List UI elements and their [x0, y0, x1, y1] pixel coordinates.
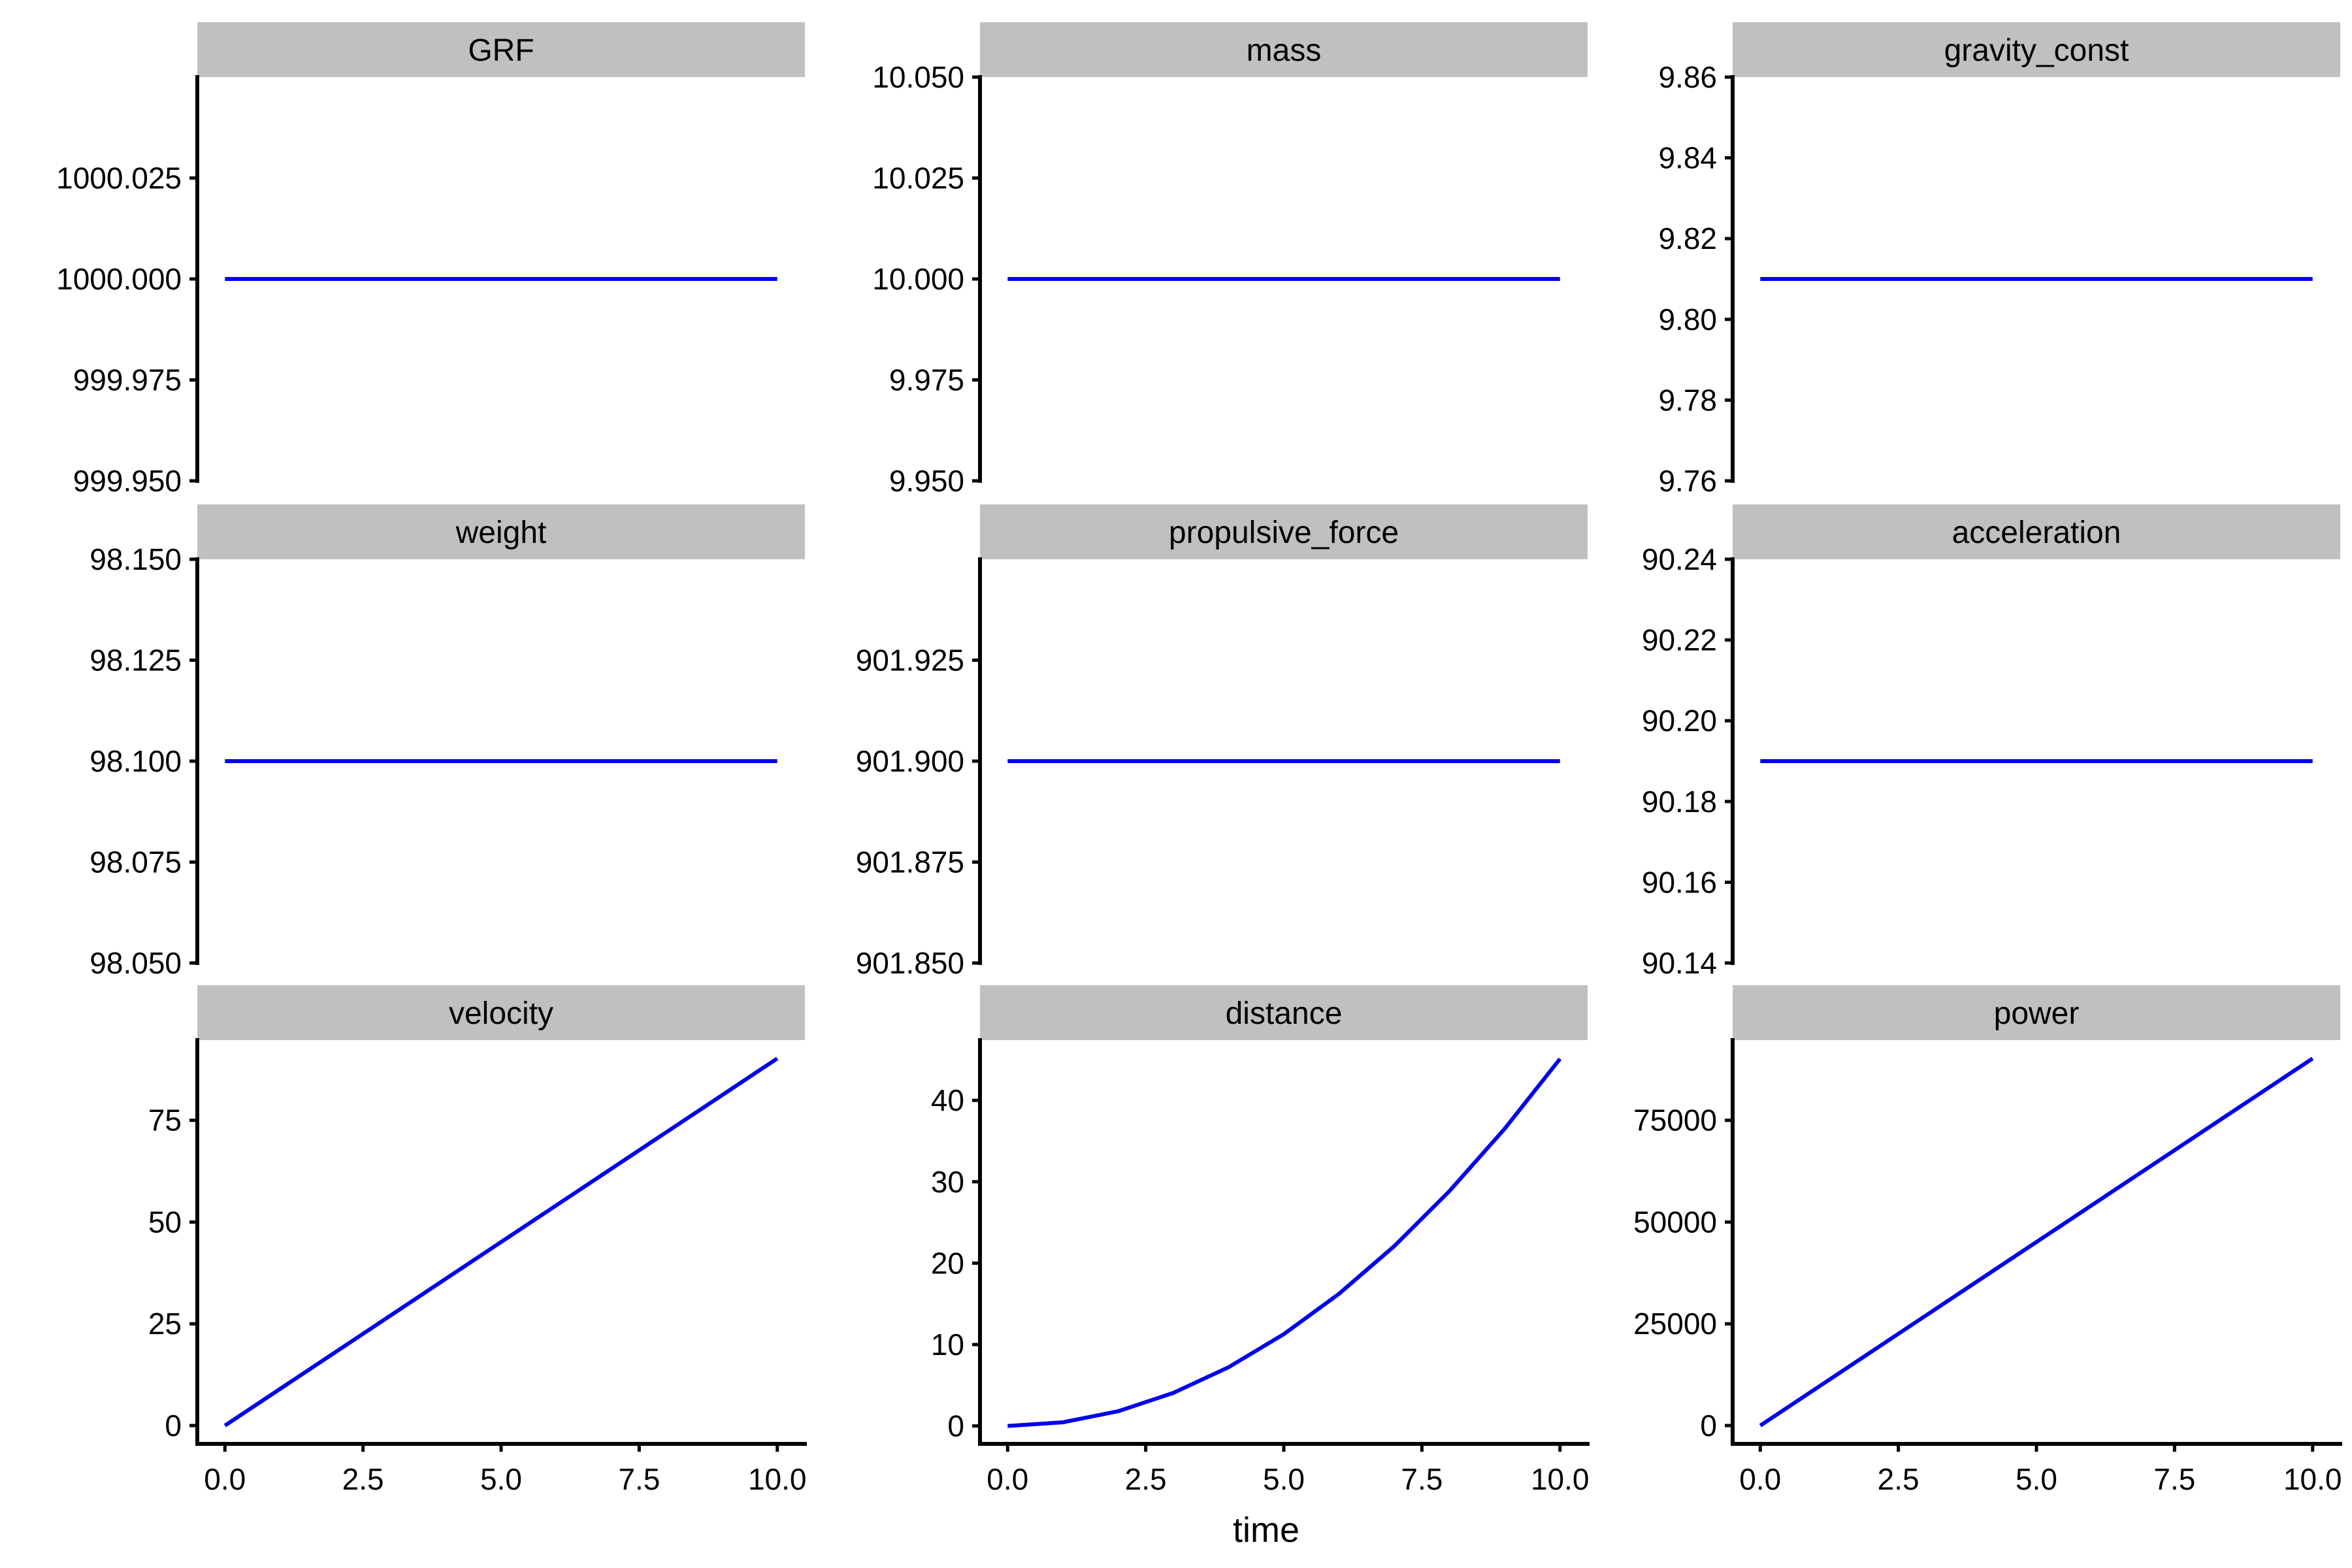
- y-tick-label: 0: [165, 1409, 182, 1443]
- y-tick-label: 20: [931, 1246, 964, 1280]
- panel-velocity: velocity 0 25 50 75 0.0 2.5 5.0 7.5 10.0: [148, 985, 807, 1496]
- y-tick-label: 50: [148, 1205, 182, 1239]
- panel-weight: weight 98.050 98.075 98.100 98.125 98.150: [90, 504, 805, 980]
- y-tick-label: 98.150: [90, 542, 182, 576]
- panel-gravity-const: gravity_const 9.76 9.78 9.80 9.82 9.84 9.86: [1658, 22, 2340, 498]
- x-tick-label: 2.5: [1125, 1462, 1167, 1496]
- y-tick-label: 10.050: [872, 60, 964, 94]
- y-tick-label: 90.14: [1642, 946, 1717, 980]
- strip-weight: [197, 504, 805, 559]
- y-tick-label: 0: [1700, 1409, 1717, 1443]
- x-tick-label: 7.5: [1401, 1462, 1443, 1496]
- x-tick-label: 0.0: [987, 1462, 1028, 1496]
- y-tick-label: 50000: [1633, 1205, 1717, 1239]
- y-tick-label: 901.900: [856, 744, 964, 778]
- y-tick-label: 9.82: [1658, 221, 1717, 255]
- y-tick-label: 10.025: [872, 161, 964, 195]
- strip-velocity: [197, 985, 805, 1040]
- x-tick-label: 7.5: [2153, 1462, 2195, 1496]
- strip-label-gravity-const: gravity_const: [1944, 33, 2129, 68]
- y-tick-label: 901.850: [856, 946, 964, 980]
- x-tick-label: 0.0: [1739, 1462, 1781, 1496]
- y-tick-label: 90.24: [1642, 542, 1717, 576]
- x-tick-label: 10.0: [2283, 1462, 2342, 1496]
- x-tick-label: 5.0: [2016, 1462, 2057, 1496]
- x-tick-label: 5.0: [1263, 1462, 1305, 1496]
- panel-grf: GRF 999.950 999.975 1000.000 1000.025: [56, 22, 805, 498]
- y-tick-label: 9.76: [1658, 464, 1717, 498]
- strip-label-power: power: [1994, 996, 2080, 1031]
- y-tick-label: 90.18: [1642, 785, 1717, 819]
- strip-grf: [197, 22, 805, 77]
- y-tick-label: 75: [148, 1103, 182, 1137]
- y-tick-label: 0: [947, 1409, 964, 1443]
- x-tick-label: 7.5: [618, 1462, 660, 1496]
- y-tick-label: 75000: [1633, 1103, 1717, 1137]
- y-tick-label: 98.100: [90, 744, 182, 778]
- strip-label-weight: weight: [455, 515, 547, 550]
- strip-label-grf: GRF: [468, 33, 534, 68]
- series-line-distance: [1007, 1057, 1562, 1428]
- strip-label-acceleration: acceleration: [1952, 515, 2121, 550]
- facet-panels: GRF999.950999.9751000.0001000.025mass9.9…: [56, 22, 2342, 1496]
- strip-label-velocity: velocity: [449, 996, 553, 1031]
- y-tick-label: 9.84: [1658, 141, 1717, 175]
- y-tick-label: 90.20: [1642, 704, 1717, 738]
- x-tick-label: 10.0: [748, 1462, 807, 1496]
- x-tick-label: 2.5: [342, 1462, 384, 1496]
- x-tick-label: 2.5: [1878, 1462, 1919, 1496]
- y-tick-label: 98.075: [90, 845, 182, 879]
- x-tick-label: 10.0: [1531, 1462, 1590, 1496]
- strip-distance: [980, 985, 1588, 1040]
- y-tick-label: 999.950: [73, 464, 182, 498]
- y-tick-label: 30: [931, 1165, 964, 1199]
- panel-mass: mass 9.950 9.975 10.000 10.025 10.050: [872, 22, 1588, 498]
- y-tick-label: 10.000: [872, 262, 964, 296]
- strip-mass: [980, 22, 1588, 77]
- y-tick-label: 25000: [1633, 1307, 1717, 1341]
- x-axis-title: time: [1233, 1511, 1299, 1550]
- y-tick-label: 90.16: [1642, 865, 1717, 899]
- y-tick-label: 25: [148, 1307, 182, 1341]
- strip-propulsive-force: [980, 504, 1588, 559]
- strip-gravity-const: [1733, 22, 2340, 77]
- x-tick-label: 5.0: [480, 1462, 522, 1496]
- strip-acceleration: [1733, 504, 2340, 559]
- y-tick-label: 98.050: [90, 946, 182, 980]
- y-tick-label: 98.125: [90, 644, 182, 678]
- strip-power: [1733, 985, 2340, 1040]
- panel-power: power 0 25000 50000 75000 0.0 2.5 5.0 7.5 10.0: [1633, 985, 2342, 1496]
- panel-propulsive-force: propulsive_force 901.850 901.875 901.900 901…: [856, 504, 1588, 980]
- y-tick-label: 1000.000: [56, 262, 182, 296]
- panel-acceleration: acceleration 90.14 90.16 90.18 90.20 90.22 90.…: [1642, 504, 2340, 980]
- y-tick-label: 901.925: [856, 644, 964, 678]
- y-tick-label: 9.78: [1658, 383, 1717, 417]
- y-tick-label: 999.975: [73, 363, 182, 397]
- y-tick-label: 9.950: [889, 464, 964, 498]
- x-tick-label: 0.0: [204, 1462, 246, 1496]
- y-tick-label: 90.22: [1642, 623, 1717, 657]
- panel-distance: distance 0 10 20 30 40 0.0 2.5 5.0 7.5 10.0: [931, 985, 1590, 1496]
- series-line-power: [1759, 1056, 2314, 1428]
- y-tick-label: 10: [931, 1328, 964, 1362]
- series-line-velocity: [223, 1056, 779, 1428]
- y-tick-label: 9.86: [1658, 60, 1717, 94]
- y-tick-label: 9.80: [1658, 302, 1717, 336]
- strip-label-distance: distance: [1226, 996, 1343, 1031]
- y-tick-label: 9.975: [889, 363, 964, 397]
- strip-label-mass: mass: [1247, 33, 1322, 68]
- y-tick-label: 40: [931, 1083, 964, 1117]
- y-tick-label: 1000.025: [56, 161, 182, 195]
- y-tick-label: 901.875: [856, 845, 964, 879]
- strip-label-propulsive-force: propulsive_force: [1169, 515, 1399, 550]
